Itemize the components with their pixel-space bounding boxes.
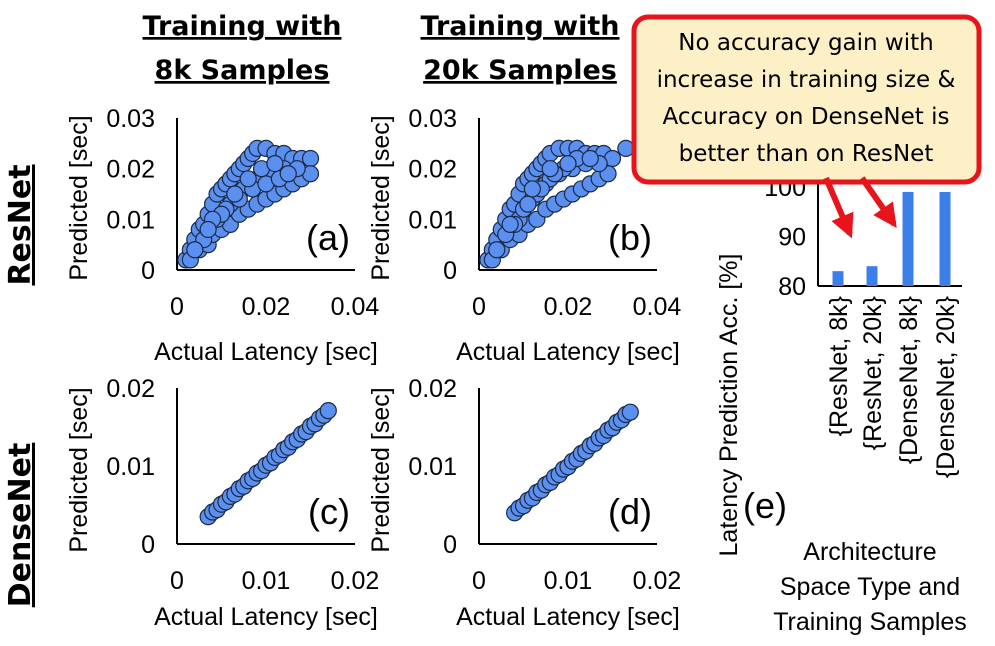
x-tick-label: 0.02	[331, 567, 380, 595]
x-category-label: {ResNet, 8k}	[825, 296, 853, 436]
x-axis-label: Actual Latency [sec]	[154, 338, 378, 366]
scatter-point	[226, 185, 244, 203]
column-header-8k-line1: Training with	[143, 11, 342, 42]
x-tick-label: 0	[472, 567, 486, 595]
y-axis-label: Latency Prediction Acc. [%]	[715, 254, 743, 557]
y-tick-label: 80	[778, 273, 806, 301]
x-axis-label-line: Training Samples	[773, 608, 967, 636]
bar	[866, 266, 878, 286]
panel-label: (e)	[743, 485, 787, 526]
x-category-label: {ResNet, 20k}	[859, 296, 887, 450]
y-axis-label: Predicted [sec]	[367, 115, 395, 280]
x-tick-label: 0.01	[242, 567, 291, 595]
bar	[939, 191, 951, 286]
scatter-panel-d: 0 0.01 0.02 0 0.01 0.02 Actual Latency [sec] Pr…	[367, 375, 681, 631]
y-tick-label: 0	[443, 257, 457, 285]
x-tick-label: 0	[170, 567, 184, 595]
y-tick-label: 0.01	[106, 206, 155, 234]
x-axis-label-line: Space Type and	[780, 573, 960, 601]
row-label-resnet: ResNet	[3, 164, 38, 285]
bar	[902, 191, 914, 286]
scatter-panel-a: 0 0.01 0.02 0.03 0 0.02 0.04 Actual Latency [se…	[65, 105, 379, 366]
scatter-point	[239, 170, 257, 188]
scatter-point	[581, 149, 599, 168]
x-category-label: {DenseNet, 8k}	[895, 296, 923, 464]
scatter-point	[319, 402, 337, 420]
scatter-point	[488, 241, 506, 259]
callout-line-2: increase in training size &	[657, 67, 956, 93]
y-tick-label: 0.01	[408, 206, 457, 234]
x-tick-label: 0.01	[544, 567, 593, 595]
x-tick-label: 0.02	[633, 567, 682, 595]
column-header-20k-line2: 20k Samples	[423, 55, 617, 86]
callout-arrow-left	[823, 176, 854, 239]
y-tick-label: 90	[778, 224, 806, 252]
scatter-point	[501, 215, 519, 233]
column-header-8k-line2: 8k Samples	[155, 55, 330, 86]
callout-line-3: Accuracy on DenseNet is	[663, 104, 950, 130]
callout-frame	[631, 14, 982, 185]
scatter-panel-b: 0 0.01 0.02 0.03 0 0.02 0.04 Actual Latency [se…	[367, 105, 681, 366]
callout-arrow-right	[859, 176, 897, 228]
x-axis-label: Actual Latency [sec]	[456, 338, 680, 366]
x-tick-label: 0.02	[242, 293, 291, 321]
scatter-point	[523, 180, 542, 198]
x-axis-label-line: Architecture	[803, 538, 936, 566]
y-tick-label: 0	[443, 531, 457, 559]
scatter-point	[279, 165, 297, 183]
scatter-point	[301, 149, 320, 168]
y-tick-label: 0.02	[106, 156, 155, 184]
scatter-point	[621, 403, 639, 421]
scatter-point	[186, 241, 204, 259]
x-tick-label: 0.02	[544, 293, 593, 321]
y-tick-label: 0.01	[408, 453, 457, 481]
callout-line-1: No accuracy gain with	[678, 30, 933, 56]
panel-label: (c)	[308, 491, 350, 532]
x-axis-label: Actual Latency [sec]	[456, 603, 680, 631]
scatter-point	[541, 160, 559, 178]
scatter-panel-c: 0 0.01 0.02 0 0.01 0.02 Actual Latency [sec] Pr…	[65, 375, 379, 631]
x-tick-label: 0.04	[331, 293, 380, 321]
column-header-20k-line1: Training with	[421, 11, 620, 42]
x-tick-label: 0.04	[633, 293, 682, 321]
y-tick-label: 0.02	[408, 375, 457, 403]
y-tick-label: 0.03	[408, 105, 457, 133]
y-tick-label: 0.02	[106, 375, 155, 403]
x-tick-label: 0	[170, 293, 184, 321]
y-axis-label: Predicted [sec]	[65, 387, 93, 552]
y-tick-label: 0.03	[106, 105, 155, 133]
y-tick-label: 0	[141, 257, 155, 285]
panel-label: (d)	[608, 491, 652, 532]
row-label-densenet: DenseNet	[3, 443, 38, 608]
bar	[832, 271, 844, 286]
scatter-point	[617, 139, 635, 157]
y-tick-label: 0.01	[106, 453, 155, 481]
x-axis-label: Actual Latency [sec]	[154, 603, 378, 631]
y-axis-label: Predicted [sec]	[367, 387, 395, 552]
scatter-point	[199, 220, 217, 239]
scatter-point	[559, 155, 577, 173]
y-axis-label: Predicted [sec]	[65, 115, 93, 280]
scatter-point	[266, 155, 284, 173]
y-tick-label: 0.02	[408, 156, 457, 184]
scatter-point	[519, 195, 537, 213]
callout-box: No accuracy gain with increase in traini…	[631, 14, 982, 185]
x-category-label: {DenseNet, 20k}	[932, 296, 960, 478]
y-tick-label: 0	[141, 531, 155, 559]
x-tick-label: 0	[472, 293, 486, 321]
panel-label: (a)	[306, 217, 350, 258]
panel-label: (b)	[608, 217, 652, 258]
callout-line-4: better than on ResNet	[679, 141, 934, 167]
